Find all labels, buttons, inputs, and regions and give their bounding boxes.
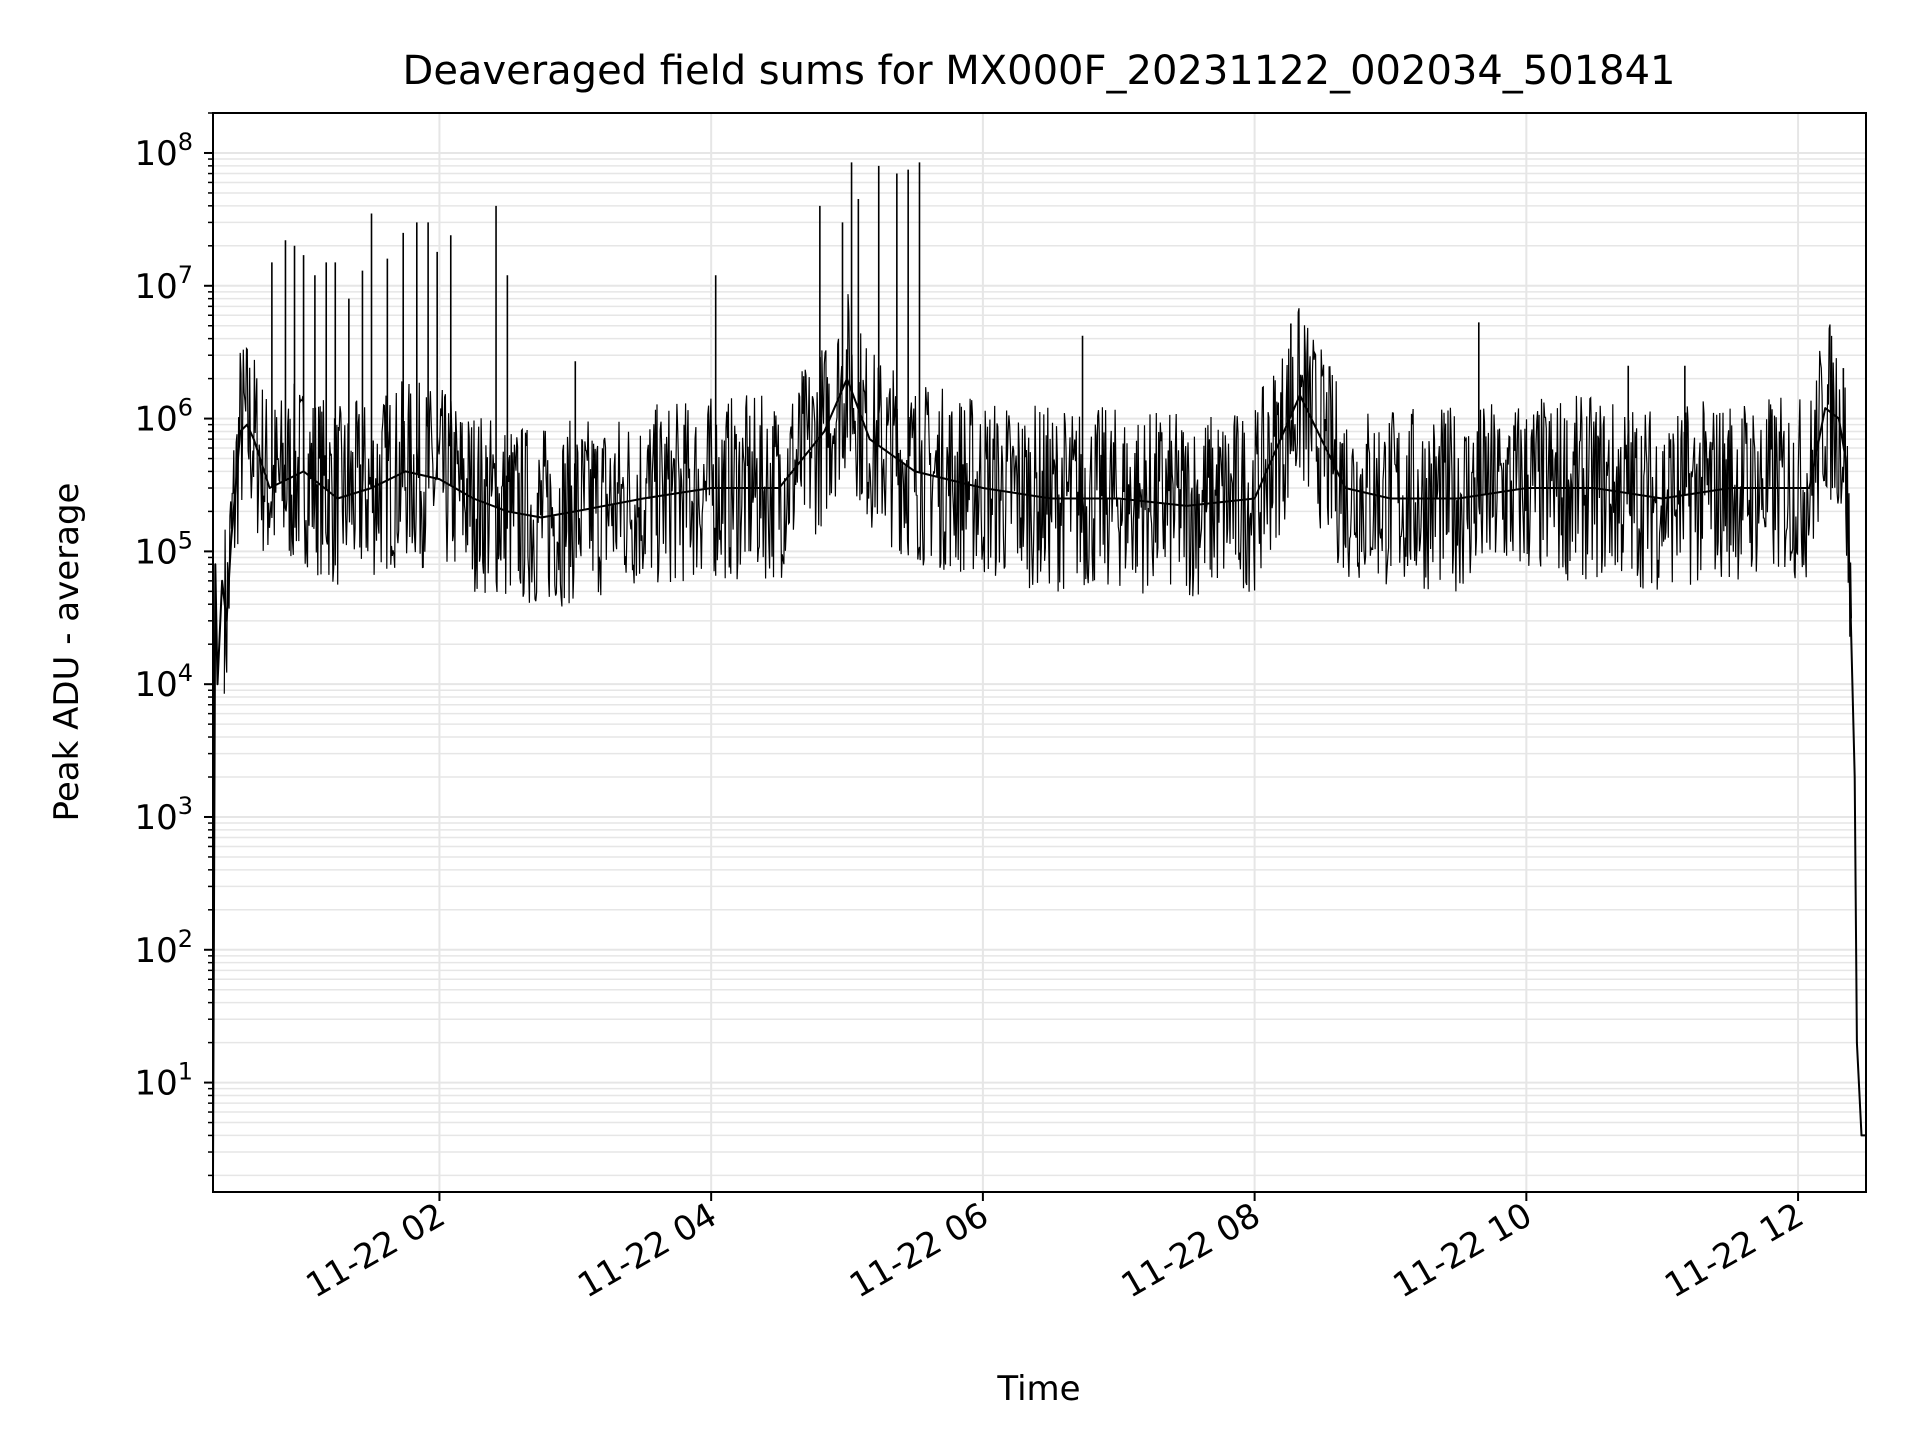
y-tick-label: 104 [134, 659, 193, 705]
y-tick-label: 101 [134, 1058, 193, 1104]
y-tick-label: 106 [134, 394, 193, 440]
y-tick-label: 105 [134, 526, 193, 572]
y-axis-label: Peak ADU - average [47, 483, 87, 822]
x-axis-label: Time [996, 1369, 1080, 1409]
y-tick-label: 108 [134, 128, 193, 174]
data-series [212, 162, 1866, 1176]
y-tick-label: 107 [134, 261, 193, 307]
y-axis-ticks: 101 102 103 104 105 106 107 108 [134, 112, 213, 1177]
grid-lines [213, 112, 1866, 1192]
y-tick-label: 102 [134, 925, 193, 971]
y-tick-label: 103 [134, 792, 193, 838]
plot-frame [212, 112, 1867, 1193]
chart-title: Deaveraged field sums for MX000F_2023112… [403, 48, 1676, 94]
